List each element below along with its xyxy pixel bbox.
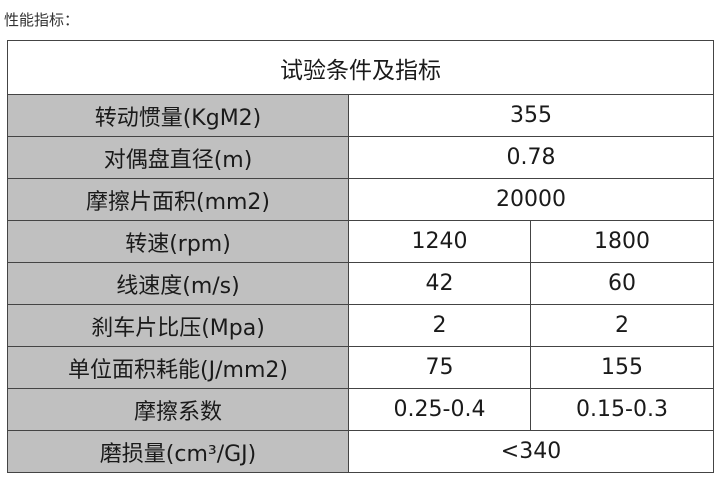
row-label: 刹车片比压(Mpa) xyxy=(7,304,349,347)
table-row: 刹车片比压(Mpa) 2 2 xyxy=(7,304,714,347)
row-value: 0.25-0.4 xyxy=(348,388,531,431)
table-title: 试验条件及指标 xyxy=(7,40,714,95)
row-label: 单位面积耗能(J/mm2) xyxy=(7,346,349,389)
table-row: 单位面积耗能(J/mm2) 75 155 xyxy=(7,346,714,389)
row-label: 摩擦系数 xyxy=(7,388,349,431)
row-value: 42 xyxy=(348,262,531,305)
row-value: 0.15-0.3 xyxy=(530,388,714,431)
row-value: 1240 xyxy=(348,220,531,263)
table-row: 转速(rpm) 1240 1800 xyxy=(7,220,714,263)
row-value: 355 xyxy=(348,94,714,137)
row-value: <340 xyxy=(348,430,714,473)
table-header-row: 试验条件及指标 xyxy=(7,40,714,95)
row-label: 对偶盘直径(m) xyxy=(7,136,349,179)
table-row: 摩擦系数 0.25-0.4 0.15-0.3 xyxy=(7,388,714,431)
table-row: 磨损量(cm³/GJ) <340 xyxy=(7,430,714,473)
table-row: 摩擦片面积(mm2) 20000 xyxy=(7,178,714,221)
row-value: 20000 xyxy=(348,178,714,221)
row-value: 0.78 xyxy=(348,136,714,179)
row-value: 1800 xyxy=(530,220,714,263)
section-caption: 性能指标： xyxy=(4,11,80,29)
table-row: 线速度(m/s) 42 60 xyxy=(7,262,714,305)
row-label: 线速度(m/s) xyxy=(7,262,349,305)
row-label: 转动惯量(KgM2) xyxy=(7,94,349,137)
row-label: 转速(rpm) xyxy=(7,220,349,263)
row-value: 2 xyxy=(530,304,714,347)
row-value: 2 xyxy=(348,304,531,347)
table-row: 转动惯量(KgM2) 355 xyxy=(7,94,714,137)
row-value: 60 xyxy=(530,262,714,305)
table-row: 对偶盘直径(m) 0.78 xyxy=(7,136,714,179)
row-label: 摩擦片面积(mm2) xyxy=(7,178,349,221)
row-value: 155 xyxy=(530,346,714,389)
test-conditions-table: 试验条件及指标 转动惯量(KgM2) 355 对偶盘直径(m) 0.78 摩擦片… xyxy=(7,40,714,473)
row-value: 75 xyxy=(348,346,531,389)
row-label: 磨损量(cm³/GJ) xyxy=(7,430,349,473)
